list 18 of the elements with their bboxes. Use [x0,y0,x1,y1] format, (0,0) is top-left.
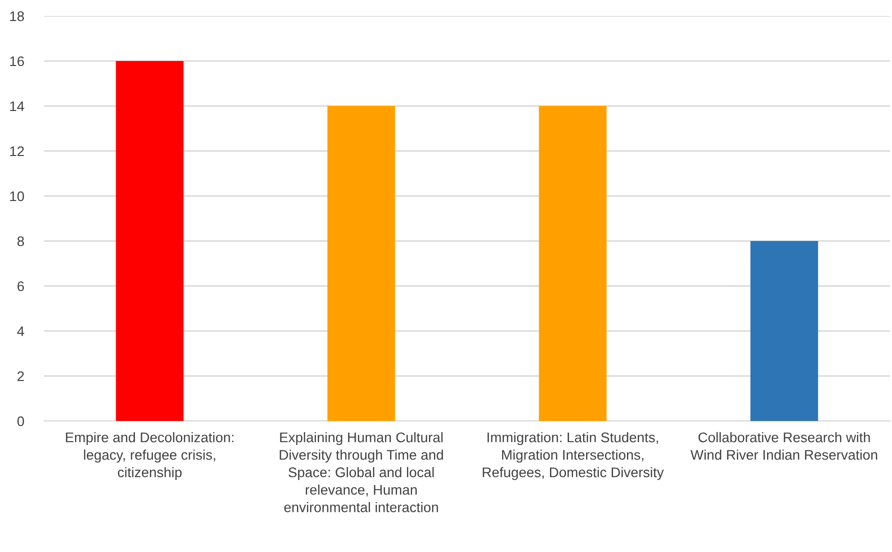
y-tick-label: 4 [17,326,24,336]
x-tick-label: Explaining Human Cultural Diversity through Time and Space: Global and local relevance, Human environmental interaction [280,432,443,512]
bar [538,106,607,421]
y-tick-label: 2 [18,371,24,382]
bar [327,106,396,421]
x-tick-label: Empire and Decolonization: legacy, refugee crisis, citizenship [66,432,234,480]
bar [750,241,818,421]
y-tick-label: 12 [10,146,24,156]
x-tick-label: Immigration: Latin Students, Migration Intersections, Refugees, Domestic Diversity [482,432,664,480]
y-tick-label: 14 [10,101,24,112]
y-tick-label: 18 [10,11,24,22]
y-tick-label: 6 [18,281,24,292]
y-tick-label: 0 [17,416,24,426]
y-tick-label: 10 [10,191,24,202]
x-tick-label: Collaborative Research with Wind River Indian Reservation [690,432,878,460]
y-tick-label: 8 [17,236,24,246]
y-tick-label: 16 [10,56,24,66]
bar [116,61,184,421]
